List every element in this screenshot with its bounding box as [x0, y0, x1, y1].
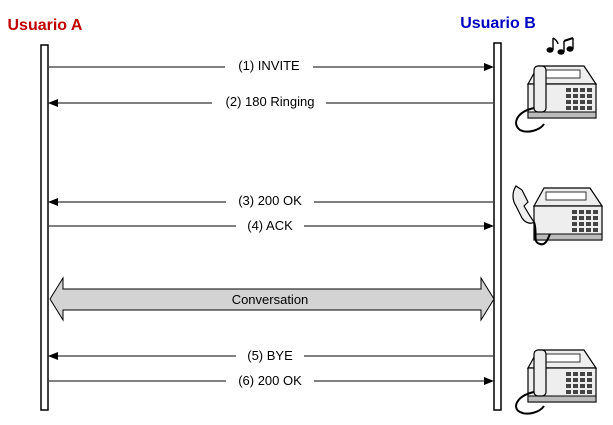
message-ack: (4) ACK	[49, 215, 494, 233]
message-label: (3) 200 OK	[238, 193, 302, 208]
conversation-band: Conversation	[49, 276, 495, 322]
participant-b-label: Usuario B	[460, 15, 536, 32]
lifeline-a	[40, 44, 49, 411]
message-label: (6) 200 OK	[238, 373, 302, 388]
message-label: (5) BYE	[247, 348, 293, 363]
on-hook-phone-icon	[515, 349, 597, 415]
message-200-ok: (3) 200 OK	[48, 191, 493, 209]
message-invite: (1) INVITE	[49, 56, 494, 74]
message-200-ok-final: (6) 200 OK	[49, 370, 494, 388]
message-label: (2) 180 Ringing	[226, 94, 315, 109]
message-180-ringing: (2) 180 Ringing	[48, 92, 493, 110]
message-label: (1) INVITE	[238, 58, 300, 73]
off-hook-phone-icon	[512, 185, 603, 246]
conversation-label: Conversation	[232, 292, 309, 307]
message-bye: (5) BYE	[48, 345, 493, 363]
lifeline-b	[493, 42, 502, 411]
message-label: (4) ACK	[247, 218, 293, 233]
ringing-phone-icon	[515, 37, 597, 133]
participant-a-label: Usuario A	[8, 17, 83, 34]
